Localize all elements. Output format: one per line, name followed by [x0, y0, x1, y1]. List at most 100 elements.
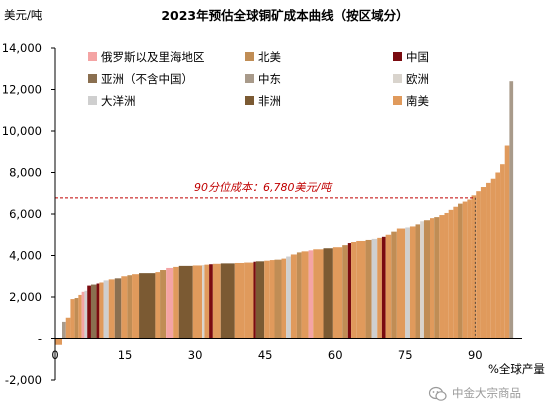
bar	[453, 206, 459, 339]
bar	[96, 283, 100, 339]
reference-line-label: 90分位成本：6,780美元/吨	[194, 181, 333, 194]
legend-item: 非洲	[245, 94, 281, 108]
y-tick-label: 10,000	[2, 124, 42, 138]
bar	[504, 145, 510, 339]
x-tick-label: 0	[51, 348, 58, 362]
legend-item: 大洋洲	[88, 94, 136, 108]
legend-swatch	[393, 74, 402, 83]
bar	[365, 239, 372, 339]
bar	[391, 231, 397, 339]
bar	[342, 245, 348, 339]
legend-swatch	[88, 52, 97, 61]
watermark-text: 中金大宗商品	[452, 386, 521, 400]
bar	[78, 294, 82, 339]
legend-label: 欧洲	[406, 72, 429, 86]
bar	[444, 212, 449, 339]
x-tick-label: 15	[118, 348, 133, 362]
bar	[192, 265, 203, 339]
x-tick-label: 90	[468, 348, 483, 362]
legend-label: 俄罗斯以及里海地区	[101, 50, 205, 64]
legend-label: 南美	[406, 94, 429, 108]
bar	[313, 249, 324, 339]
bar	[434, 217, 440, 339]
x-tick-label: 45	[258, 348, 273, 362]
bar	[458, 203, 463, 339]
bar	[415, 224, 421, 339]
bar	[202, 265, 205, 339]
bar	[396, 228, 406, 339]
bar	[264, 260, 270, 339]
bar	[490, 178, 496, 339]
bar	[290, 254, 297, 339]
y-tick-label: -	[38, 332, 42, 346]
legend-swatch	[245, 52, 254, 61]
legend-item: 南美	[393, 94, 429, 108]
bar	[253, 261, 256, 339]
bar	[296, 252, 302, 339]
bar	[281, 258, 287, 339]
bar	[99, 282, 104, 339]
bar	[132, 274, 140, 339]
bar	[244, 262, 254, 339]
legend-swatch	[393, 52, 402, 61]
bar	[308, 250, 314, 339]
bar	[480, 187, 487, 339]
legend-swatch	[88, 96, 97, 105]
bar	[381, 236, 386, 339]
bar	[121, 276, 128, 339]
chart-title: 2023年预估全球铜矿成本曲线（按区域分）	[161, 8, 408, 23]
y-tick-label: 8,000	[9, 166, 42, 180]
bar	[448, 209, 454, 339]
reference-line-group: 90分位成本：6,780美元/吨	[55, 181, 476, 339]
bar	[500, 164, 505, 339]
legend-item: 中东	[245, 72, 281, 86]
axes	[51, 47, 522, 381]
legend-item: 亚洲（不含中国）	[88, 72, 193, 86]
bar	[204, 264, 210, 339]
legend-item: 北美	[245, 50, 281, 64]
legend-item: 中国	[393, 50, 429, 64]
bar	[166, 267, 174, 339]
bar	[65, 317, 71, 339]
y-axis-ticks: -2,000-2,0004,0006,0008,00010,00012,0001…	[2, 41, 42, 387]
bar	[351, 242, 357, 339]
bar	[439, 215, 445, 339]
legend-label: 非洲	[258, 94, 281, 108]
bar	[332, 247, 343, 339]
bar	[81, 291, 85, 339]
legend-label: 北美	[258, 50, 281, 64]
bar	[114, 278, 122, 339]
bar	[430, 218, 435, 339]
x-tick-label: 75	[398, 348, 413, 362]
bar	[90, 284, 97, 339]
bar	[55, 338, 63, 345]
bar	[220, 263, 235, 339]
wechat-icon	[428, 386, 447, 401]
y-tick-label: 2,000	[9, 290, 42, 304]
bar	[323, 248, 333, 339]
bar	[347, 243, 352, 339]
y-tick-label: -2,000	[5, 373, 42, 387]
bar	[423, 220, 430, 339]
bar	[409, 226, 416, 339]
bar	[255, 261, 265, 339]
legend-swatch	[88, 74, 97, 83]
bar	[139, 273, 156, 339]
bar	[103, 280, 109, 339]
bar	[356, 240, 366, 339]
watermark: 中金大宗商品	[428, 386, 521, 401]
bar	[476, 191, 481, 339]
bar	[84, 290, 88, 339]
y-tick-label: 14,000	[2, 41, 42, 55]
bar	[471, 195, 477, 339]
legend-swatch	[245, 74, 254, 83]
bar-series	[55, 81, 514, 345]
bar	[87, 285, 91, 339]
bar	[173, 266, 179, 339]
y-tick-label: 12,000	[2, 83, 42, 97]
bar	[509, 81, 514, 339]
bar	[234, 262, 245, 339]
x-axis-label: %全球产量	[488, 362, 545, 376]
